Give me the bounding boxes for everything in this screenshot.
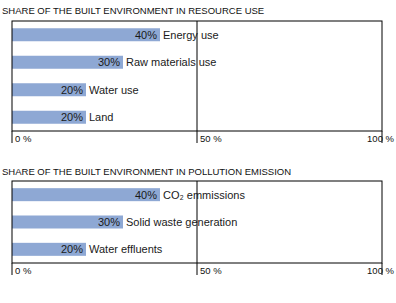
tick: [197, 131, 198, 143]
category-label: Land: [89, 111, 113, 123]
data-label: 40%: [135, 29, 157, 41]
tick: [12, 263, 13, 275]
tick: [12, 131, 13, 143]
bars: [12, 28, 160, 124]
data-label: 20%: [61, 111, 83, 123]
frame: [12, 181, 382, 263]
category-label: Water use: [89, 84, 139, 96]
title: SHARE OF THE BUILT ENVIRONMENT IN RESOUR…: [2, 5, 264, 16]
data-label: 40%: [135, 189, 157, 201]
category-label: Solid waste generation: [126, 216, 237, 228]
bar: [12, 216, 123, 229]
tick-label: 50 %: [200, 133, 222, 144]
tick-label: 0 %: [15, 133, 32, 144]
data-label: 30%: [98, 56, 120, 68]
tick-label: 100 %: [367, 265, 394, 276]
tick-label: 50 %: [200, 265, 222, 276]
tick-label: 100 %: [367, 133, 394, 144]
bar: [12, 56, 123, 69]
bar: [12, 28, 160, 41]
title: SHARE OF THE BUILT ENVIRONMENT IN POLLUT…: [2, 166, 291, 177]
labels: 40% Energy use 30% Raw materials use 20% Wate…: [61, 29, 219, 124]
category-label: Energy use: [163, 29, 219, 41]
bar: [12, 111, 86, 124]
category-label: CO₂ emmissions: [163, 189, 245, 201]
data-label: 30%: [98, 216, 120, 228]
bar: [12, 188, 160, 201]
tick-label: 0 %: [15, 265, 32, 276]
root: SHARE OF THE BUILT ENVIRONMENT IN RESOUR…: [0, 0, 396, 303]
bar: [12, 83, 86, 96]
category-label: Water effluents: [89, 243, 163, 255]
frame: [12, 21, 382, 131]
chart-svg: SHARE OF THE BUILT ENVIRONMENT IN RESOUR…: [0, 0, 396, 303]
data-label: 20%: [61, 243, 83, 255]
labels: 40% CO₂ emmissions 30% Solid waste generati…: [61, 189, 245, 256]
category-label: Raw materials use: [126, 56, 216, 68]
bar: [12, 243, 86, 256]
chart: SHARE OF THE BUILT ENVIRONMENT IN RESOUR…: [2, 5, 395, 144]
chart: SHARE OF THE BUILT ENVIRONMENT IN POLLUT…: [2, 166, 395, 276]
data-label: 20%: [61, 84, 83, 96]
tick: [197, 263, 198, 275]
